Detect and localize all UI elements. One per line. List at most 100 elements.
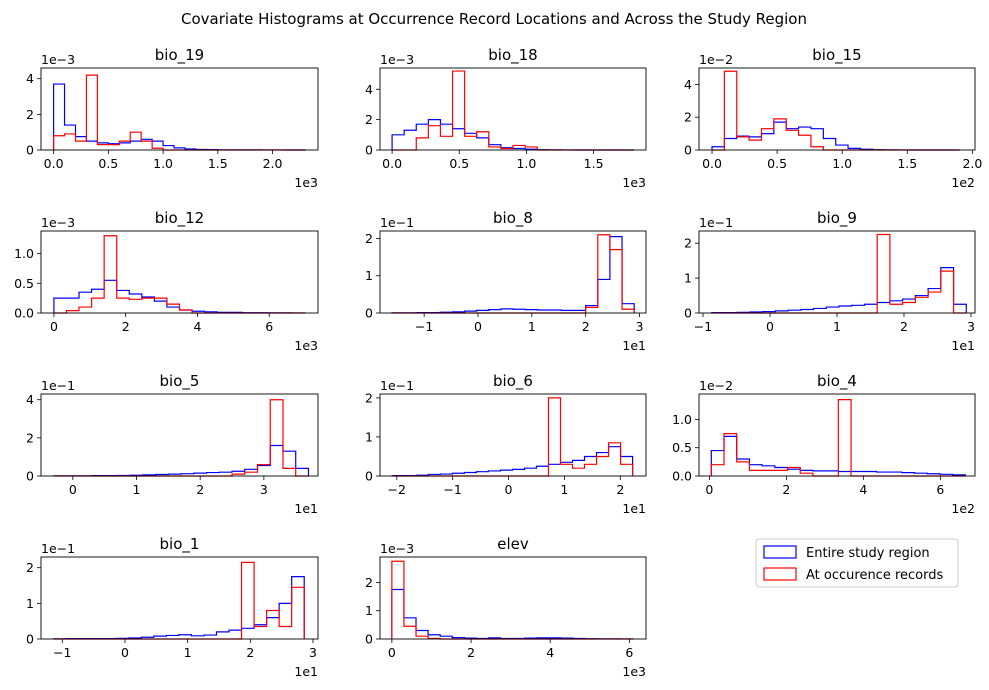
- x-offset-label: 1e2: [951, 175, 975, 190]
- y-tick-label: 0: [365, 306, 373, 321]
- x-offset-label: 1e1: [951, 338, 975, 353]
- series-occurrence-step: [710, 399, 966, 477]
- x-tick-label: 2: [122, 319, 130, 334]
- y-tick-label: 1.0: [14, 246, 34, 261]
- panel-title: bio_6: [493, 372, 533, 391]
- y-tick-label: 0.0: [14, 306, 34, 321]
- x-tick-label: 0.0: [382, 156, 402, 171]
- y-tick-label: 0.0: [672, 469, 692, 484]
- series-occurrence-step: [711, 233, 967, 314]
- axes-frame: [698, 67, 976, 151]
- x-tick-label: 0: [388, 645, 396, 660]
- axes-frame: [379, 556, 647, 640]
- y-tick-label: 1: [365, 603, 373, 618]
- x-tick-label: 3: [260, 482, 268, 497]
- y-offset-label: 1e−3: [41, 215, 75, 230]
- y-offset-label: 1e−3: [380, 541, 414, 556]
- y-tick-label: 1.0: [672, 412, 692, 427]
- y-tick-label: 0.5: [14, 276, 34, 291]
- panel-title: bio_5: [160, 372, 200, 391]
- y-tick-label: 2: [684, 110, 692, 125]
- panel-title: bio_4: [817, 372, 857, 391]
- panel-bio-5: 0 1 2 3 0 2 4 1e−1 1e1 bio_5: [26, 372, 319, 516]
- x-offset-label: 1e3: [622, 175, 646, 190]
- series-occurrence-step: [53, 399, 309, 477]
- panel-bio-8: −1 0 1 2 3 0 1 2 1e−1 1e1 bio_8: [365, 209, 647, 353]
- panel-title: bio_19: [155, 46, 204, 65]
- y-tick-label: 2: [365, 390, 373, 405]
- x-tick-label: 1: [184, 645, 192, 660]
- series-occurrence-step: [53, 561, 305, 640]
- series-occurrence-step: [391, 560, 634, 640]
- y-tick-label: 0: [684, 143, 692, 158]
- x-tick-label: 1.0: [832, 156, 852, 171]
- axes-frame: [379, 67, 647, 151]
- axes-frame: [698, 393, 976, 477]
- x-offset-label: 1e1: [294, 501, 318, 516]
- y-tick-label: 0: [26, 469, 34, 484]
- x-tick-label: 0.0: [702, 156, 722, 171]
- x-tick-label: 0: [505, 482, 513, 497]
- y-tick-label: 4: [365, 82, 373, 97]
- x-offset-label: 1e3: [294, 175, 318, 190]
- x-offset-label: 1e3: [294, 338, 318, 353]
- series-entire-region-step: [711, 121, 960, 151]
- panel-title: bio_18: [488, 46, 537, 65]
- y-tick-label: 1: [684, 271, 692, 286]
- legend: Entire study region At occurence records: [755, 538, 959, 588]
- panel-bio-12: 0 2 4 6 0.0 0.5 1.0 1e−3 1e3 bio_12: [14, 209, 319, 353]
- x-offset-label: 1e2: [951, 501, 975, 516]
- y-offset-label: 1e−1: [380, 378, 414, 393]
- y-tick-label: 4: [26, 71, 34, 86]
- panel-elev: 0 2 4 6 0 1 2 1e−3 1e3 elev: [365, 535, 647, 679]
- y-tick-label: 0: [365, 143, 373, 158]
- x-tick-label: 1.5: [584, 156, 604, 171]
- panel-bio-15: 0.0 0.5 1.0 1.5 2.0 0 2 4 1e−2 1e2 bio_15: [684, 46, 982, 190]
- x-tick-label: 2: [900, 319, 908, 334]
- y-tick-label: 0: [26, 632, 34, 647]
- y-tick-label: 2: [26, 430, 34, 445]
- x-tick-label: 4: [546, 645, 554, 660]
- axes-frame: [698, 230, 976, 314]
- x-offset-label: 1e1: [622, 501, 646, 516]
- y-offset-label: 1e−1: [41, 541, 75, 556]
- panel-bio-18: 0.0 0.5 1.0 1.5 0 2 4 1e−3 1e3 bio_18: [365, 46, 647, 190]
- x-tick-label: 2.0: [962, 156, 982, 171]
- x-tick-label: 2: [616, 482, 624, 497]
- x-offset-label: 1e1: [622, 338, 646, 353]
- y-tick-label: 4: [684, 77, 692, 92]
- x-tick-label: 0: [766, 319, 774, 334]
- x-tick-label: 0: [69, 482, 77, 497]
- panel-title: bio_8: [493, 209, 533, 228]
- histogram-panels: 0.0 0.5 1.0 1.5 2.0 0 2 4 1e−3 1e3 bio_19 0.0 0.5 1.0…: [14, 46, 982, 679]
- x-tick-label: 6: [625, 645, 633, 660]
- panel-title: bio_1: [160, 535, 200, 554]
- series-entire-region-step: [710, 435, 966, 476]
- y-tick-label: 2: [365, 112, 373, 127]
- x-tick-label: 2: [246, 645, 254, 660]
- y-offset-label: 1e−1: [380, 215, 414, 230]
- legend-frame: [755, 538, 959, 588]
- legend-swatch-entire-region: [763, 545, 797, 559]
- x-tick-label: 0: [50, 319, 58, 334]
- panel-title: bio_9: [817, 209, 857, 228]
- y-tick-label: 0: [365, 469, 373, 484]
- y-tick-label: 0: [684, 306, 692, 321]
- x-tick-label: 4: [859, 482, 867, 497]
- x-tick-label: 1: [833, 319, 841, 334]
- axes-frame: [40, 67, 319, 151]
- legend-label-occurrence: At occurence records: [806, 568, 943, 583]
- x-tick-label: 1: [133, 482, 141, 497]
- y-offset-label: 1e−1: [41, 378, 75, 393]
- x-tick-label: 0.5: [98, 156, 118, 171]
- x-tick-label: 0.0: [44, 156, 64, 171]
- x-tick-label: 2: [196, 482, 204, 497]
- x-offset-label: 1e1: [294, 664, 318, 679]
- x-tick-label: 6: [936, 482, 944, 497]
- y-offset-label: 1e−1: [699, 215, 733, 230]
- series-entire-region-step: [391, 588, 634, 640]
- y-offset-label: 1e−3: [41, 52, 75, 67]
- series-occurrence-step: [53, 235, 306, 314]
